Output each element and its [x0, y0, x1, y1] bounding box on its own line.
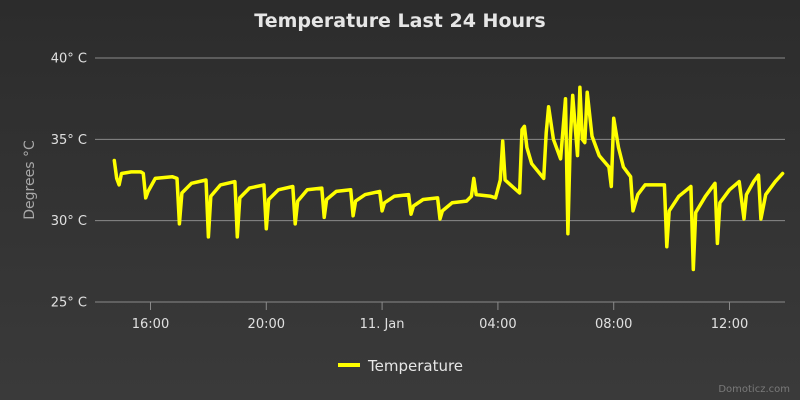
- x-tick-label: 04:00: [479, 317, 516, 332]
- series-layer: [112, 85, 785, 272]
- x-tick-label: 08:00: [595, 317, 632, 332]
- y-tick-label: 35° C: [51, 133, 87, 148]
- y-axis-ticks: 25° C 30° C 35° C 40° C: [51, 52, 87, 311]
- y-axis-label: Degrees °C: [22, 140, 38, 220]
- y-tick-label: 25° C: [51, 296, 87, 311]
- legend-item-temperature[interactable]: Temperature: [367, 357, 463, 375]
- series-line-temperature[interactable]: [112, 85, 785, 272]
- x-tick-label: 16:00: [132, 317, 169, 332]
- credits-link[interactable]: Domoticz.com: [718, 384, 790, 395]
- chart-title: Temperature Last 24 Hours: [254, 10, 545, 32]
- x-tick-label: 12:00: [711, 317, 748, 332]
- legend[interactable]: Temperature: [338, 357, 463, 375]
- x-axis-ticks: 16:00 20:00 11. Jan 04:00 08:00 12:00: [132, 302, 748, 332]
- x-tick-label: 11. Jan: [360, 317, 405, 332]
- x-tick-label: 20:00: [248, 317, 285, 332]
- y-tick-label: 40° C: [51, 52, 87, 67]
- y-tick-label: 30° C: [51, 214, 87, 229]
